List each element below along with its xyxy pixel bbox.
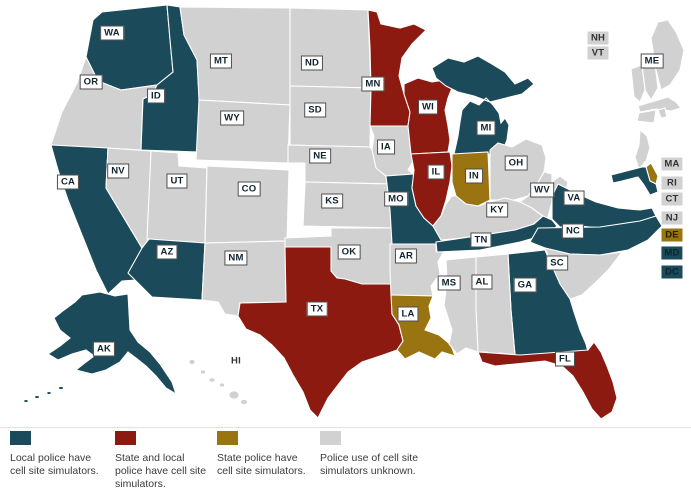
legend-label-state: State police have cell site simulators. xyxy=(217,452,306,477)
state-label-ga: GA xyxy=(513,277,537,293)
state-label-or: OR xyxy=(79,74,103,90)
state-label-ar: AR xyxy=(394,248,418,264)
state-label-ri: RI xyxy=(661,176,683,190)
state-shape-nj xyxy=(634,128,651,171)
state-label-ms: MS xyxy=(437,275,461,291)
state-label-mt: MT xyxy=(209,53,233,69)
island-hi xyxy=(228,390,240,400)
island-ak xyxy=(34,395,40,399)
state-shape-ri xyxy=(657,107,668,119)
island-ak xyxy=(23,399,29,403)
state-shape-mi xyxy=(431,55,535,155)
state-label-va: VA xyxy=(563,190,585,206)
us-choropleth-map xyxy=(23,4,685,420)
state-label-nc: NC xyxy=(561,223,585,239)
state-label-nh: NH xyxy=(587,31,609,45)
state-label-nm: NM xyxy=(224,250,248,266)
state-label-vt: VT xyxy=(587,46,609,60)
state-shape-tn xyxy=(435,215,558,253)
island-hi xyxy=(208,377,216,383)
state-label-la: LA xyxy=(397,306,419,322)
state-label-ca: CA xyxy=(56,174,80,190)
state-label-ks: KS xyxy=(321,193,343,209)
legend-swatch-state_local xyxy=(115,431,136,445)
state-label-al: AL xyxy=(471,274,493,290)
state-label-nj: NJ xyxy=(661,211,683,225)
state-label-wv: WV xyxy=(530,182,554,198)
state-label-ia: IA xyxy=(377,139,395,155)
island-hi xyxy=(200,369,206,375)
state-label-nd: ND xyxy=(300,55,324,71)
state-label-md: MD xyxy=(661,246,683,260)
state-shape-ma xyxy=(637,96,682,113)
legend-divider xyxy=(0,427,691,428)
state-label-fl: FL xyxy=(554,351,576,367)
state-label-tx: TX xyxy=(306,301,328,317)
state-label-wi: WI xyxy=(417,99,439,115)
state-label-ok: OK xyxy=(337,244,361,260)
state-label-me: ME xyxy=(640,53,664,69)
state-label-in: IN xyxy=(465,168,483,184)
legend-swatch-local xyxy=(10,431,31,445)
state-shape-nc xyxy=(529,215,663,256)
state-label-sd: SD xyxy=(304,102,326,118)
island-hi xyxy=(240,399,248,405)
legend-label-unknown: Police use of cell site simulators unkno… xyxy=(320,452,419,477)
map-legend: Local police have cell site simulators. S… xyxy=(0,431,691,497)
state-shape-tx xyxy=(237,246,404,419)
legend-item-state: State police have cell site simulators. xyxy=(217,431,312,478)
state-label-ma: MA xyxy=(661,157,683,171)
legend-swatch-state xyxy=(217,431,238,445)
state-label-co: CO xyxy=(237,181,261,197)
state-shape-vt xyxy=(630,64,646,103)
legend-item-local: Local police have cell site simulators. xyxy=(10,431,102,478)
state-label-dc: DC xyxy=(661,265,683,279)
legend-swatch-unknown xyxy=(320,431,341,445)
state-labels-overlay: WA OR CA NV ID UT AZ MT WY CO NM ND SD NE KS OK TX MN IA MO… xyxy=(56,25,683,367)
state-shape-wi xyxy=(403,77,453,155)
legend-label-state_local: State and local police have cell site si… xyxy=(115,452,207,490)
state-label-ne: NE xyxy=(309,148,331,164)
state-label-mo: MO xyxy=(384,191,408,207)
state-label-de: DE xyxy=(661,228,683,242)
legend-item-state_local: State and local police have cell site si… xyxy=(115,431,212,491)
legend-item-unknown: Police use of cell site simulators unkno… xyxy=(320,431,432,478)
state-label-oh: OH xyxy=(504,155,528,171)
island-hi xyxy=(219,382,225,388)
state-shape-me xyxy=(650,19,685,91)
state-shape-mn xyxy=(367,9,427,127)
state-label-az: AZ xyxy=(156,244,178,260)
state-shape-ct xyxy=(636,109,657,124)
state-label-ut: UT xyxy=(166,173,188,189)
state-label-id: ID xyxy=(147,88,165,104)
state-label-ak: AK xyxy=(92,341,116,357)
state-shape-md xyxy=(610,166,659,196)
state-label-wa: WA xyxy=(100,25,124,41)
state-label-mi: MI xyxy=(476,120,496,136)
state-label-mn: MN xyxy=(361,76,385,92)
state-label-hi: HI xyxy=(231,355,241,367)
island-ak xyxy=(46,391,52,395)
state-label-wy: WY xyxy=(220,110,244,126)
island-hi xyxy=(188,359,196,365)
legend-label-local: Local police have cell site simulators. xyxy=(10,452,99,477)
state-label-il: IL xyxy=(427,164,445,180)
state-label-ky: KY xyxy=(486,202,508,218)
state-shape-fl xyxy=(477,341,618,420)
island-ak xyxy=(58,386,64,390)
state-label-tn: TN xyxy=(470,232,492,248)
state-label-nv: NV xyxy=(107,163,129,179)
state-label-ct: CT xyxy=(661,192,683,206)
state-label-sc: SC xyxy=(546,255,568,271)
